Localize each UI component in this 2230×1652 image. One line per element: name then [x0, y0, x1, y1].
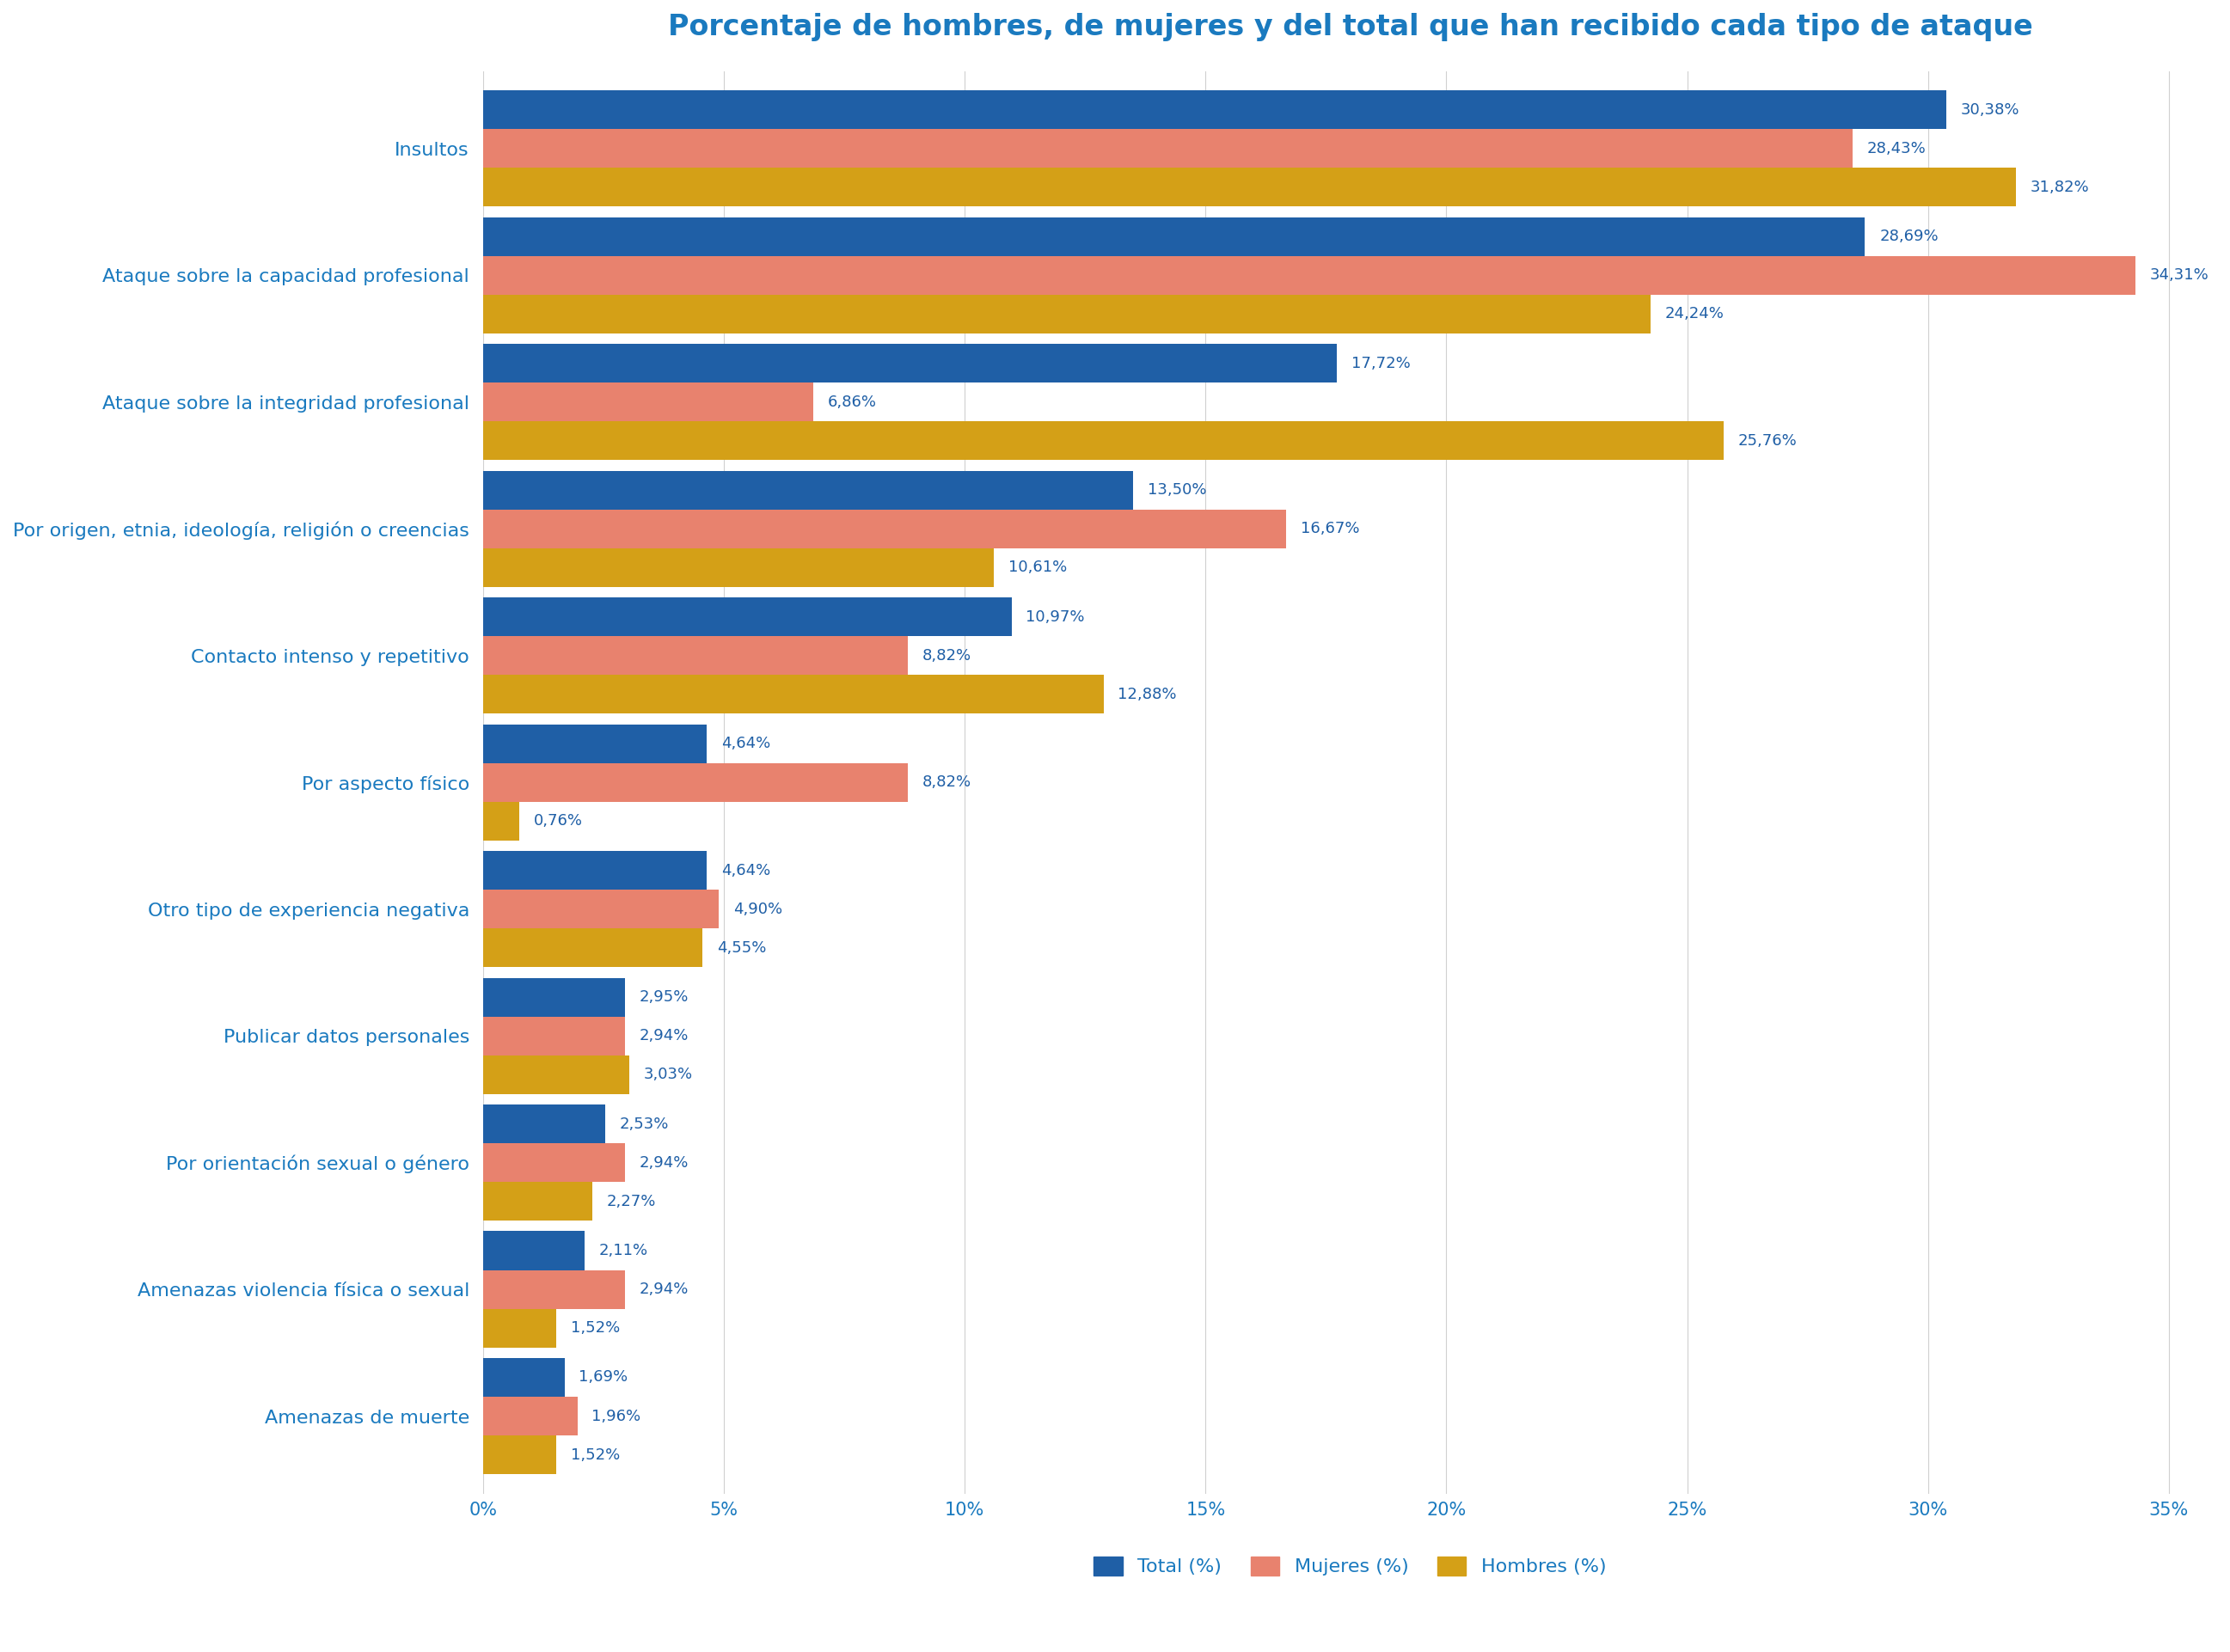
- Text: 28,43%: 28,43%: [1867, 140, 1927, 157]
- Bar: [484, 1270, 624, 1308]
- Text: 10,97%: 10,97%: [1026, 610, 1084, 624]
- Bar: [484, 471, 1133, 509]
- Bar: [484, 256, 2136, 294]
- Bar: [484, 851, 707, 890]
- Text: 24,24%: 24,24%: [1666, 306, 1724, 322]
- Text: 31,82%: 31,82%: [2029, 180, 2090, 195]
- Text: 4,64%: 4,64%: [720, 735, 769, 752]
- Text: 8,82%: 8,82%: [923, 648, 972, 662]
- Text: 1,69%: 1,69%: [580, 1370, 629, 1384]
- Text: 2,94%: 2,94%: [640, 1155, 689, 1170]
- Text: 17,72%: 17,72%: [1351, 355, 1409, 372]
- Text: 2,11%: 2,11%: [600, 1242, 649, 1259]
- Bar: [484, 1396, 578, 1436]
- Bar: [484, 598, 1012, 636]
- Bar: [484, 636, 908, 676]
- Bar: [484, 1358, 564, 1396]
- Legend: Total (%), Mujeres (%), Hombres (%): Total (%), Mujeres (%), Hombres (%): [1086, 1548, 1615, 1584]
- Bar: [484, 91, 1947, 129]
- Text: 25,76%: 25,76%: [1739, 433, 1797, 448]
- Text: 2,94%: 2,94%: [640, 1028, 689, 1044]
- Text: 1,96%: 1,96%: [591, 1409, 640, 1424]
- Bar: [484, 801, 520, 841]
- Text: 4,90%: 4,90%: [734, 902, 783, 917]
- Text: 28,69%: 28,69%: [1880, 230, 1938, 244]
- Text: 13,50%: 13,50%: [1148, 482, 1206, 497]
- Text: 3,03%: 3,03%: [644, 1067, 694, 1082]
- Bar: [484, 294, 1650, 334]
- Bar: [484, 1016, 624, 1056]
- Text: 2,95%: 2,95%: [640, 990, 689, 1004]
- Text: 2,27%: 2,27%: [607, 1193, 656, 1209]
- Bar: [484, 169, 2016, 206]
- Bar: [484, 344, 1336, 383]
- Text: 12,88%: 12,88%: [1117, 687, 1177, 702]
- Bar: [484, 1056, 629, 1094]
- Bar: [484, 509, 1287, 548]
- Bar: [484, 129, 1853, 169]
- Bar: [484, 383, 814, 421]
- Text: 34,31%: 34,31%: [2150, 268, 2210, 282]
- Text: 2,94%: 2,94%: [640, 1282, 689, 1297]
- Text: 10,61%: 10,61%: [1008, 560, 1068, 575]
- Title: Porcentaje de hombres, de mujeres y del total que han recibido cada tipo de ataq: Porcentaje de hombres, de mujeres y del …: [667, 13, 2032, 41]
- Bar: [484, 216, 1864, 256]
- Bar: [484, 928, 702, 966]
- Text: 6,86%: 6,86%: [827, 395, 876, 410]
- Text: 16,67%: 16,67%: [1300, 520, 1360, 537]
- Text: 8,82%: 8,82%: [923, 775, 972, 790]
- Bar: [484, 890, 718, 928]
- Text: 1,52%: 1,52%: [571, 1320, 620, 1336]
- Text: 0,76%: 0,76%: [533, 813, 582, 829]
- Text: 1,52%: 1,52%: [571, 1447, 620, 1462]
- Bar: [484, 676, 1104, 714]
- Bar: [484, 548, 995, 586]
- Bar: [484, 978, 624, 1016]
- Text: 4,55%: 4,55%: [716, 940, 765, 955]
- Bar: [484, 1181, 593, 1221]
- Text: 2,53%: 2,53%: [620, 1117, 669, 1132]
- Bar: [484, 1105, 604, 1143]
- Bar: [484, 421, 1724, 461]
- Bar: [484, 1308, 555, 1348]
- Bar: [484, 1436, 555, 1474]
- Bar: [484, 1231, 584, 1270]
- Bar: [484, 1143, 624, 1181]
- Text: 4,64%: 4,64%: [720, 862, 769, 879]
- Text: 30,38%: 30,38%: [1960, 102, 2020, 117]
- Bar: [484, 724, 707, 763]
- Bar: [484, 763, 908, 801]
